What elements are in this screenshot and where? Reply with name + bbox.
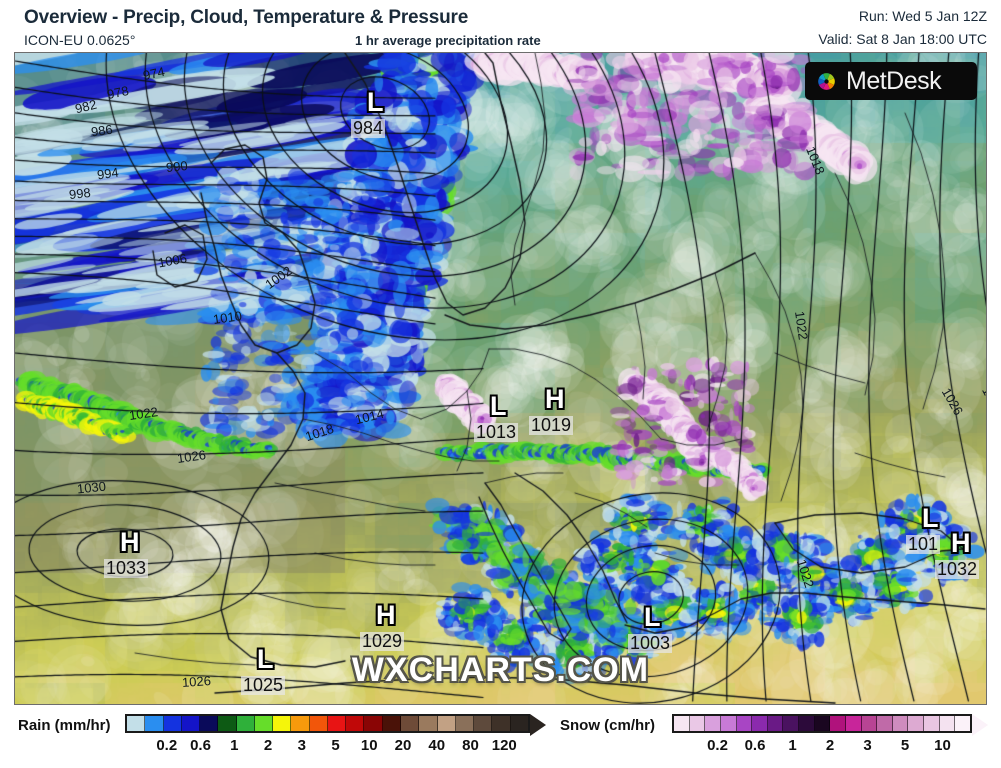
- legend-tick-label: 0.2: [156, 737, 178, 754]
- colorbar-swatch: [364, 716, 383, 731]
- colorbar-swatch: [200, 716, 219, 731]
- run-time-label: Run: Wed 5 Jan 12Z: [858, 8, 987, 24]
- colorbar-swatch: [877, 716, 893, 731]
- colorbar-swatch: [752, 716, 768, 731]
- colorbar-swatch: [273, 716, 292, 731]
- snow-legend-title: Snow (cm/hr): [560, 717, 656, 734]
- snow-colorbar-arrow: [972, 714, 988, 736]
- colorbar-swatch: [181, 716, 201, 731]
- colorbar-swatch: [437, 716, 456, 731]
- chart-header: Overview - Precip, Cloud, Temperature & …: [0, 0, 1001, 52]
- legend-tick-label: 1: [230, 737, 239, 754]
- colorbar-swatch: [845, 716, 862, 731]
- colorbar-swatch: [510, 716, 528, 731]
- colorbar-swatch: [346, 716, 365, 731]
- legend-tick-label: 0.6: [190, 737, 211, 754]
- snow-legend-ticks: 0.2 0.6 1 2 3 5 10: [672, 737, 972, 754]
- colorbar-swatch: [327, 716, 347, 731]
- legend-tick-label: 80: [462, 737, 479, 754]
- colorbar-swatch: [382, 716, 401, 731]
- colorbar-swatch: [309, 716, 328, 731]
- model-label: ICON-EU 0.0625°: [24, 32, 136, 48]
- legend-tick-label: 2: [825, 737, 835, 754]
- metdesk-logo-text: MetDesk: [846, 66, 942, 95]
- legend-tick-label: 2: [263, 737, 273, 754]
- colorbar-swatch: [861, 716, 878, 731]
- colorbar-swatch: [474, 716, 493, 731]
- map-raster-canvas: [15, 53, 986, 704]
- colorbar-swatch: [892, 716, 909, 731]
- rain-legend-ticks: 0.2 0.6 1 2 3 5 10 20 40 80 120: [125, 737, 530, 754]
- colorbar-swatch: [455, 716, 475, 731]
- colorbar-swatch: [955, 716, 970, 731]
- legend-tick-label: 5: [900, 737, 910, 754]
- legend-tick-label: 0.6: [744, 737, 766, 754]
- colorbar-swatch: [674, 716, 690, 731]
- colorbar-swatch: [291, 716, 310, 731]
- rain-legend-title: Rain (mm/hr): [18, 717, 111, 734]
- legend-area: Rain (mm/hr) 0.2 0.6 1 2 3 5 10 20 40 80 120 Snow …: [0, 706, 1001, 768]
- colorbar-swatch: [218, 716, 237, 731]
- colorbar-swatch: [419, 716, 438, 731]
- colorbar-swatch: [145, 716, 164, 731]
- legend-tick-label: 10: [934, 737, 951, 754]
- colorbar-swatch: [400, 716, 420, 731]
- legend-tick-label: 20: [394, 737, 412, 754]
- colorbar-swatch: [254, 716, 274, 731]
- rain-colorbar: [125, 714, 530, 733]
- legend-tick-label: 10: [360, 737, 378, 754]
- legend-tick-label: 5: [331, 737, 340, 754]
- colorbar-swatch: [814, 716, 831, 731]
- legend-tick-label: 40: [428, 737, 446, 754]
- legend-tick-label: 1: [788, 737, 797, 754]
- colorbar-swatch: [908, 716, 924, 731]
- weather-map[interactable]: L 984 L 1013 H 1019 H 1033 L 1025 H 1029 L 1003 L 101 H 1…: [14, 52, 987, 705]
- colorbar-swatch: [163, 716, 182, 731]
- colorbar-swatch: [492, 716, 511, 731]
- colorbar-swatch: [830, 716, 846, 731]
- colorbar-swatch: [783, 716, 799, 731]
- colorbar-swatch: [799, 716, 815, 731]
- snow-colorbar: [672, 714, 972, 733]
- valid-time-label: Valid: Sat 8 Jan 18:00 UTC: [818, 31, 987, 47]
- colorbar-swatch: [720, 716, 737, 731]
- metdesk-logo: MetDesk: [805, 62, 977, 100]
- colorbar-swatch: [236, 716, 255, 731]
- legend-tick-label: 3: [297, 737, 306, 754]
- chart-subtitle: 1 hr average precipitation rate: [355, 33, 541, 48]
- rain-colorbar-arrow: [530, 714, 546, 736]
- colorbar-swatch: [736, 716, 753, 731]
- colorbar-swatch: [767, 716, 784, 731]
- legend-tick-label: 0.2: [707, 737, 728, 754]
- colorbar-swatch: [939, 716, 956, 731]
- page-title: Overview - Precip, Cloud, Temperature & …: [24, 7, 469, 28]
- legend-tick-label: 3: [863, 737, 872, 754]
- legend-tick-label: 120: [491, 737, 517, 754]
- colorbar-swatch: [924, 716, 940, 731]
- colorbar-swatch: [705, 716, 721, 731]
- colorbar-swatch: [689, 716, 706, 731]
- colorbar-swatch: [127, 716, 146, 731]
- pinwheel-icon: [818, 72, 835, 90]
